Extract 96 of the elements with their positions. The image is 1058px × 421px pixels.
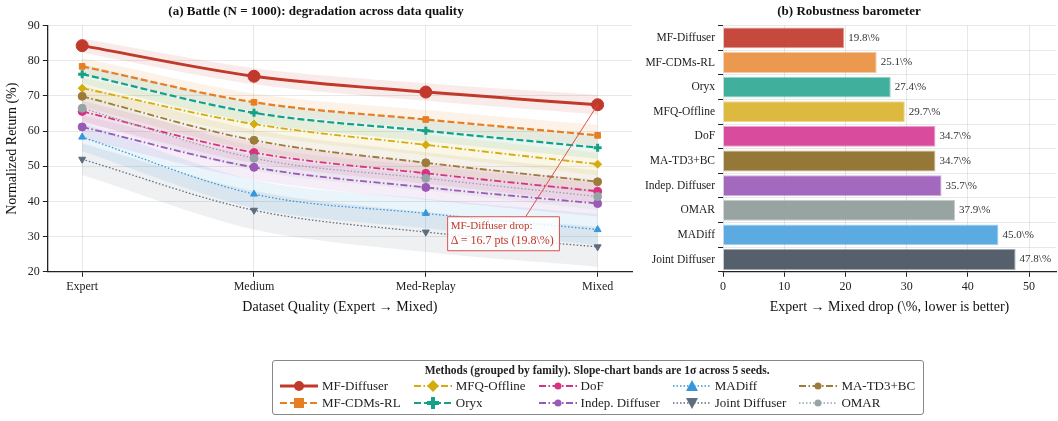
y-axis-title: Normalized Return (%) — [4, 82, 21, 215]
x-axis-title: Expert → Mixed drop (\%, lower is better) — [769, 299, 1010, 316]
point — [250, 189, 258, 197]
data-label: 45.0\% — [1002, 227, 1034, 240]
x-tick-label: Med-Replay — [395, 279, 456, 294]
point — [250, 98, 258, 106]
point — [421, 208, 430, 216]
y-tick-label: MFQ-Offline — [653, 104, 716, 117]
y-tick-label: 90 — [27, 17, 40, 32]
chart-title: (a) Battle (N = 1000): degradation across data quality — [168, 3, 465, 19]
bar — [723, 224, 999, 246]
y-tick-label: MF-Diffuser — [656, 30, 716, 43]
bar — [723, 249, 1016, 270]
x-tick-label: 20 — [839, 279, 852, 294]
point — [249, 119, 259, 129]
bar — [723, 125, 936, 147]
point — [249, 153, 259, 163]
x-axis-title: Dataset Quality (Expert → Mixed) — [242, 299, 438, 316]
point — [78, 156, 87, 164]
y-tick-label: 30 — [27, 228, 40, 243]
point — [593, 244, 602, 252]
bar — [723, 150, 936, 172]
legend-label: Oryx — [455, 394, 483, 411]
x-tick-label: 40 — [961, 279, 974, 294]
point — [421, 229, 430, 237]
data-label: 35.7\% — [945, 178, 978, 191]
point — [249, 135, 259, 145]
chart-title: (b) Robustness barometer — [777, 3, 921, 19]
data-label: 25.1\% — [880, 55, 913, 68]
x-tick-label: Medium — [233, 279, 275, 294]
data-label: 47.8\% — [1019, 252, 1052, 265]
bar — [723, 27, 845, 49]
y-tick-label: 80 — [27, 52, 40, 67]
point — [250, 207, 258, 215]
legend-title: Methods (grouped by family). Slope-chart bands are 1σ across 5 seeds. — [423, 364, 771, 376]
data-label: 27.4\% — [894, 80, 927, 93]
y-tick-label: 60 — [27, 123, 40, 138]
y-tick-label: 50 — [27, 158, 40, 173]
x-tick-label: 0 — [720, 279, 727, 294]
y-tick-label: DoF — [694, 129, 716, 142]
point — [421, 173, 431, 183]
y-tick-label: Joint Diffuser — [651, 252, 716, 265]
legend-label: Indep. Diffuser — [580, 394, 660, 411]
point — [591, 98, 605, 112]
point — [593, 159, 603, 169]
y-tick-label: 20 — [27, 263, 40, 278]
point — [421, 158, 431, 168]
x-tick-label: 50 — [1023, 279, 1036, 294]
y-tick-label: Indep. Diffuser — [645, 178, 716, 192]
bar — [723, 76, 891, 98]
point — [77, 83, 87, 93]
point — [78, 63, 86, 70]
y-tick-label: OMAR — [680, 203, 716, 216]
data-label: 34.7\% — [939, 129, 971, 142]
legend-label: MF-CDMs-RL — [322, 394, 401, 411]
point — [421, 140, 431, 150]
x-tick-label: 30 — [900, 279, 913, 294]
point — [419, 85, 433, 99]
legend-label: MA-TD3+BC — [841, 377, 916, 394]
point — [593, 199, 603, 209]
bar — [723, 175, 942, 197]
point — [249, 162, 259, 172]
y-tick-label: MA-TD3+BC — [649, 154, 716, 167]
y-tick-label: 70 — [27, 88, 40, 103]
x-tick-label: Expert — [66, 279, 99, 294]
legend-label: MADiff — [714, 377, 758, 394]
point — [77, 122, 87, 132]
legend-label: MF-Diffuser — [322, 377, 389, 394]
y-tick-label: MADiff — [677, 227, 716, 240]
y-tick-label: MF-CDMs-RL — [645, 55, 716, 68]
legend-label: OMAR — [841, 394, 881, 411]
data-label: 37.9\% — [959, 203, 991, 216]
bar — [723, 199, 956, 221]
point — [593, 177, 603, 187]
x-tick-label: 10 — [778, 279, 791, 294]
bar — [723, 52, 877, 73]
point — [593, 192, 603, 202]
bar — [723, 101, 905, 123]
point — [421, 182, 431, 192]
data-label: 29.7\% — [908, 104, 941, 117]
point — [75, 39, 89, 53]
data-label: 19.8\% — [848, 30, 880, 43]
x-tick-label: Mixed — [581, 279, 614, 294]
point — [594, 132, 601, 139]
point — [422, 116, 430, 123]
point — [593, 225, 602, 233]
point — [247, 69, 261, 83]
y-tick-label: Oryx — [691, 80, 716, 94]
legend-label: DoF — [580, 377, 604, 394]
point — [77, 91, 87, 101]
y-tick-label: 40 — [27, 193, 40, 208]
data-label: 34.7\% — [939, 153, 971, 166]
point — [78, 132, 87, 140]
annotation: MF-Diffuser drop: Δ = 16.7 pts (19.8\%) — [450, 218, 554, 247]
legend-label: MFQ-Offline — [455, 377, 526, 394]
legend-label: Joint Diffuser — [714, 394, 787, 411]
